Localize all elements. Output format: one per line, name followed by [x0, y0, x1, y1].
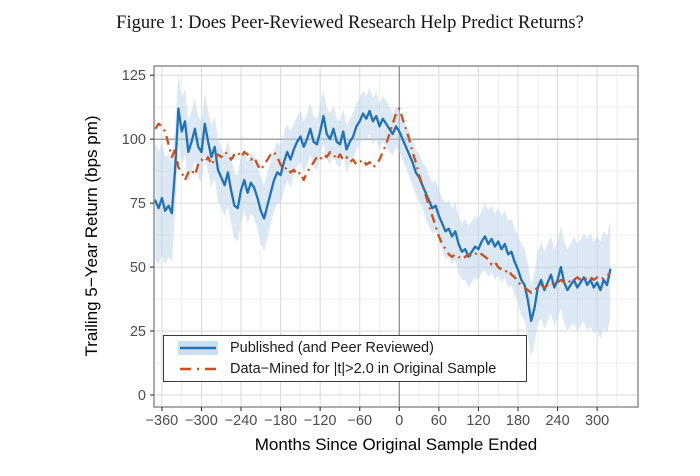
chart-legend: Published (and Peer Reviewed) Data−Mined…	[163, 335, 527, 382]
published-line-key	[178, 340, 218, 356]
x-axis-title: Months Since Original Sample Ended	[255, 435, 538, 454]
legend-label-published: Published (and Peer Reviewed)	[230, 340, 434, 356]
published-line	[154, 107, 612, 322]
x-tick-label: −300	[185, 413, 218, 429]
x-tick-label: 120	[466, 413, 490, 429]
y-axis-title: Trailing 5−Year Return (bps pm)	[82, 115, 101, 356]
y-tick-label: 25	[130, 324, 146, 340]
x-tick-label: 240	[545, 413, 569, 429]
y-tick-label: 0	[138, 388, 146, 404]
axis-tick-labels: −360 −300 −240 −180 −120 −60 0 60 120 180 240 300 0 2…	[122, 68, 609, 429]
y-tick-label: 75	[130, 196, 146, 212]
x-tick-label: −120	[304, 413, 337, 429]
y-tick-label: 50	[130, 260, 146, 276]
x-tick-label: 300	[585, 413, 609, 429]
x-tick-label: −360	[146, 413, 179, 429]
legend-label-datamined: Data−Mined for |t|>2.0 in Original Sampl…	[230, 361, 497, 377]
confidence-band	[155, 72, 611, 357]
legend-entry-datamined: Data−Mined for |t|>2.0 in Original Sampl…	[170, 359, 520, 379]
y-tick-label: 100	[122, 132, 146, 148]
x-tick-label: −60	[347, 413, 372, 429]
x-tick-label: −180	[264, 413, 297, 429]
x-tick-label: 60	[431, 413, 447, 429]
datamined-line-key	[178, 361, 218, 377]
datamined-line	[154, 107, 611, 294]
axis-ticks	[150, 74, 598, 411]
x-tick-label: 0	[395, 413, 403, 429]
y-tick-label: 125	[122, 68, 146, 84]
x-tick-label: 180	[506, 413, 530, 429]
panel-border	[153, 65, 639, 408]
legend-entry-published: Published (and Peer Reviewed)	[170, 338, 520, 358]
x-tick-label: −240	[225, 413, 258, 429]
figure-title: Figure 1: Does Peer-Reviewed Research He…	[116, 13, 584, 33]
